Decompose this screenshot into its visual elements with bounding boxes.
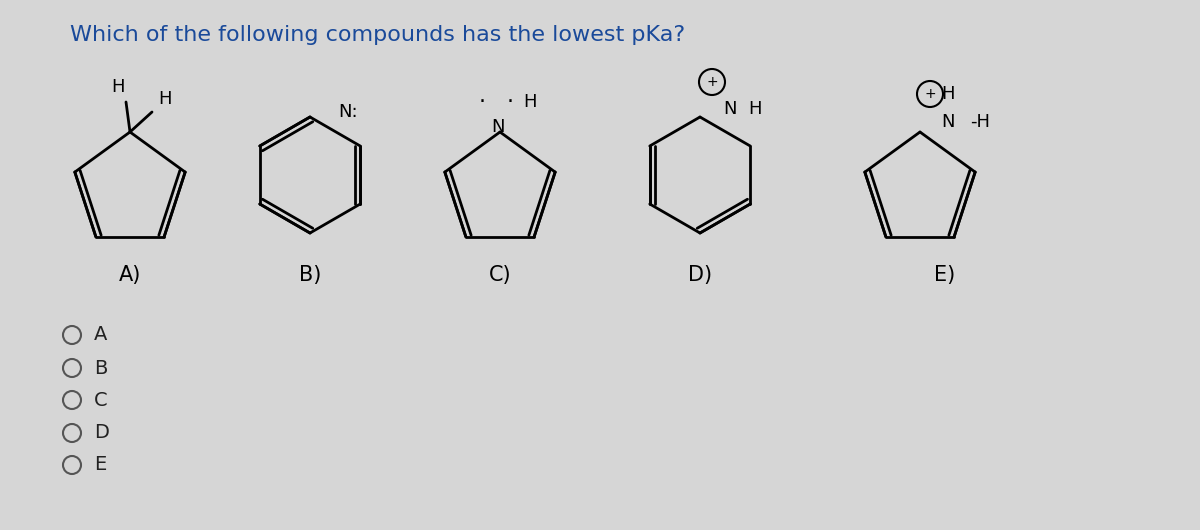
Text: B): B) [299, 265, 322, 285]
Text: Which of the following compounds has the lowest pKa?: Which of the following compounds has the… [70, 25, 685, 45]
Text: H: H [941, 85, 955, 103]
Text: D): D) [688, 265, 712, 285]
Text: H: H [158, 90, 172, 108]
Text: N: N [491, 118, 505, 136]
Text: H: H [523, 93, 536, 111]
Text: E: E [94, 455, 107, 474]
Text: N: N [941, 113, 955, 131]
Text: A): A) [119, 265, 142, 285]
Text: A: A [94, 325, 107, 345]
Text: C): C) [488, 265, 511, 285]
Text: E): E) [935, 265, 955, 285]
Text: N:: N: [338, 103, 358, 121]
Text: B: B [94, 358, 107, 377]
Text: D: D [94, 423, 109, 443]
Text: H: H [749, 100, 762, 118]
Text: H: H [112, 78, 125, 96]
Text: +: + [924, 87, 936, 101]
Text: +: + [706, 75, 718, 89]
Text: C: C [94, 391, 108, 410]
Text: -H: -H [970, 113, 990, 131]
Text: N: N [724, 100, 737, 118]
Text: ·: · [479, 92, 486, 112]
Text: ·: · [506, 92, 514, 112]
